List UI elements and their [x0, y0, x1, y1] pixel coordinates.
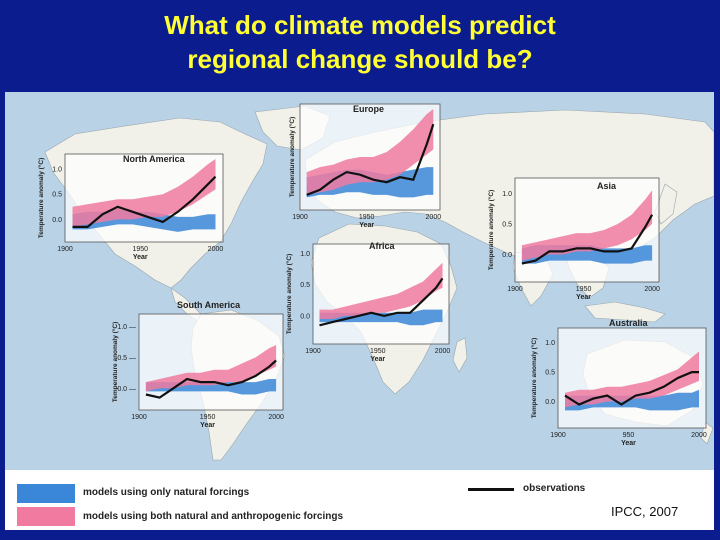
y-axis-label: Temperature anomaly (°C) — [487, 190, 495, 271]
x-tick-label: 1900 — [507, 286, 523, 293]
map-drawing: North America 1900 1950 2000 Year 0.0 0.5 1.0 Te… — [37, 103, 714, 461]
y-axis-label: Temperature anomaly (°C) — [288, 117, 296, 198]
y-tick-label: 0.5 — — [117, 355, 136, 362]
regional-panels: North America 1900 1950 2000 Year 0.0 0.5 1.0 Te… — [37, 103, 707, 447]
panel-title: Australia — [609, 318, 649, 328]
legend-label-both: models using both natural and anthropoge… — [83, 511, 344, 522]
anthropogenic-forcing-band — [319, 262, 443, 319]
x-tick-label: 1900 — [550, 432, 566, 439]
x-axis-label: Year — [370, 356, 385, 363]
observations-line — [145, 359, 277, 399]
panel-europe: Europe 1900 1950 2000 Year Temperature anomal… — [288, 103, 442, 229]
panel-title: Asia — [597, 181, 617, 191]
world-map: North America 1900 1950 2000 Year 0.0 0.5 1.0 Te… — [5, 92, 714, 470]
y-axis-label: Temperature anomaly (°C) — [285, 254, 293, 335]
x-tick-label: 1900 — [57, 246, 73, 253]
x-tick-label: 1950 — [200, 414, 216, 421]
y-tick-label: 0.0 — [502, 252, 512, 259]
x-axis-label: Year — [200, 422, 215, 429]
land-indonesia — [584, 301, 666, 323]
observations-line — [521, 214, 654, 265]
x-tick-label: 2000 — [268, 414, 284, 421]
x-axis-label: Year — [359, 222, 374, 229]
y-tick-label: 1.0 — — [117, 324, 136, 331]
y-tick-label: 0.0 — — [117, 386, 136, 393]
observations-line — [72, 175, 217, 228]
anthropogenic-forcing-band — [145, 345, 277, 392]
x-tick-label: 2000 — [691, 432, 707, 439]
slide-title: What do climate models predict regional … — [0, 8, 720, 76]
x-tick-label: 1900 — [305, 348, 321, 355]
y-tick-label: 1.0 — [502, 191, 512, 198]
y-tick-label: 0.0 — [52, 217, 62, 224]
panel-asia: Asia 1900 1950 2000 Year 0.0 0.5 1.0 Temperature… — [487, 177, 660, 301]
y-tick-label: 0.0 — [545, 399, 555, 406]
source-credit: IPCC, 2007 — [611, 504, 679, 519]
y-tick-label: 1.0 — [300, 251, 310, 258]
x-tick-label: 1950 — [359, 214, 375, 221]
panel-title: North America — [123, 154, 186, 164]
x-tick-label: 1950 — [132, 246, 148, 253]
x-tick-label: 1900 — [131, 414, 147, 421]
observations-line — [306, 123, 435, 196]
panel-north-america: North America 1900 1950 2000 Year 0.0 0.5 1.0 Te… — [37, 153, 224, 261]
observations-line — [319, 277, 444, 327]
y-tick-label: 1.0 — [545, 340, 555, 347]
title-line-1: What do climate models predict — [164, 10, 556, 40]
anthropogenic-forcing-band — [521, 190, 653, 261]
x-tick-label: 2000 — [208, 246, 224, 253]
y-tick-label: 1.0 — [52, 167, 62, 174]
anthropogenic-forcing-band — [565, 351, 699, 408]
x-axis-label: Year — [133, 254, 148, 261]
y-tick-label: 0.5 — [300, 282, 310, 289]
panel-south-america: South America 1900 1950 2000 Year 0.0 — 0.5 — 1… — [111, 300, 284, 429]
x-tick-label: 1900 — [292, 214, 308, 221]
x-tick-label: 2000 — [644, 286, 660, 293]
land-madagascar — [452, 337, 468, 373]
y-axis-label: Temperature anomaly (°C) — [111, 322, 119, 403]
natural-forcing-band — [565, 389, 699, 411]
legend-swatch-both — [17, 507, 75, 526]
x-tick-label: 2000 — [435, 348, 451, 355]
legend-label-observations: observations — [523, 483, 586, 494]
x-tick-label: 2000 — [426, 214, 442, 221]
anthropogenic-forcing-band — [306, 109, 434, 195]
y-tick-label: 0.5 — [52, 192, 62, 199]
x-axis-label: Year — [576, 294, 591, 301]
y-axis-label: Temperature anomaly (°C) — [530, 338, 538, 419]
y-tick-label: 0.0 — [300, 313, 310, 320]
panel-australia: Australia 1900 950 2000 Year 0.0 0.5 1.0 Tempera… — [530, 318, 707, 447]
y-tick-label: 0.5 — [502, 221, 512, 228]
panel-title: South America — [177, 300, 241, 310]
legend-swatch-natural — [17, 484, 75, 503]
figure: North America 1900 1950 2000 Year 0.0 0.5 1.0 Te… — [5, 92, 714, 530]
panel-title: Africa — [369, 241, 396, 251]
legend: models using only natural forcings model… — [5, 470, 714, 530]
x-axis-label: Year — [621, 440, 636, 447]
y-axis-label: Temperature anomaly (°C) — [37, 158, 45, 239]
panel-africa: Africa 1900 1950 2000 Year 0.0 0.5 1.0 Temperatu… — [285, 241, 450, 363]
observations-line — [564, 371, 699, 406]
x-tick-label: 1950 — [370, 348, 386, 355]
legend-line-observations — [468, 488, 514, 491]
x-tick-label: 950 — [623, 432, 635, 439]
x-tick-label: 1950 — [576, 286, 592, 293]
title-line-2: regional change should be? — [187, 44, 533, 74]
panel-title: Europe — [353, 104, 384, 114]
legend-label-natural: models using only natural forcings — [83, 487, 250, 498]
y-tick-label: 0.5 — [545, 370, 555, 377]
